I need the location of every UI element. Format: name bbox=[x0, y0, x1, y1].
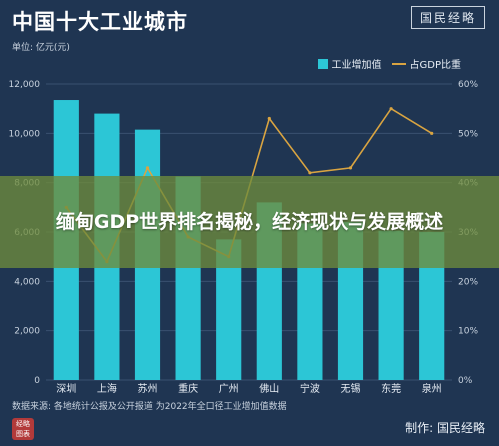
line-point bbox=[389, 107, 393, 111]
legend-item-bar: 工业增加值 bbox=[317, 56, 382, 71]
legend-bar-label: 工业增加值 bbox=[331, 60, 382, 71]
x-tick-label: 宁波 bbox=[300, 382, 320, 395]
line-point bbox=[267, 116, 271, 121]
x-tick-label: 泉州 bbox=[422, 382, 442, 395]
chart-title: 中国十大工业城市 bbox=[12, 10, 188, 34]
y-left-tick-label: 4,000 bbox=[14, 277, 40, 287]
legend-item-line: 占GDP比重 bbox=[391, 56, 461, 71]
seal-text: 经略 图表 bbox=[16, 420, 30, 438]
y-left-tick-label: 12,000 bbox=[9, 80, 41, 90]
y-right-tick-label: 10% bbox=[458, 327, 478, 337]
legend-bar-swatch bbox=[317, 58, 328, 69]
legend: 工业增加值 占GDP比重 bbox=[317, 56, 461, 71]
line-point bbox=[430, 131, 434, 135]
y-right-tick-label: 50% bbox=[458, 129, 478, 139]
y-left-tick-label: 0 bbox=[34, 376, 40, 386]
line-point bbox=[308, 171, 312, 175]
x-tick-label: 苏州 bbox=[138, 382, 158, 395]
x-tick-label: 深圳 bbox=[56, 383, 76, 395]
brand-logo: 国民经略 bbox=[410, 6, 485, 29]
unit-note: 单位: 亿元(元) bbox=[12, 43, 70, 53]
y-right-tick-label: 60% bbox=[458, 80, 478, 90]
line-point bbox=[145, 166, 150, 170]
legend-line-label: 占GDP比重 bbox=[409, 60, 461, 71]
y-left-tick-label: 10,000 bbox=[9, 129, 41, 139]
y-right-tick-label: 20% bbox=[458, 277, 478, 287]
x-tick-label: 无锡 bbox=[341, 382, 361, 395]
legend-line-swatch bbox=[391, 62, 406, 65]
seal-stamp: 经略 图表 bbox=[12, 418, 34, 440]
banner-text: 缅甸GDP世界排名揭秘，经济现状与发展概述 bbox=[55, 211, 444, 233]
x-tick-label: 东莞 bbox=[381, 382, 401, 395]
line-point bbox=[348, 166, 353, 170]
x-tick-label: 重庆 bbox=[178, 382, 198, 395]
x-tick-label: 佛山 bbox=[259, 382, 279, 395]
y-right-tick-label: 0% bbox=[458, 376, 473, 386]
y-left-tick-label: 2,000 bbox=[14, 327, 40, 337]
overlay-banner: 缅甸GDP世界排名揭秘，经济现状与发展概述 bbox=[0, 176, 499, 268]
x-tick-label: 广州 bbox=[219, 383, 239, 395]
x-tick-label: 上海 bbox=[97, 382, 117, 395]
made-by: 制作: 国民经略 bbox=[405, 421, 485, 435]
data-source: 数据来源: 各地统计公报及公开报道 为2022年全口径工业增加值数据 bbox=[12, 402, 287, 412]
